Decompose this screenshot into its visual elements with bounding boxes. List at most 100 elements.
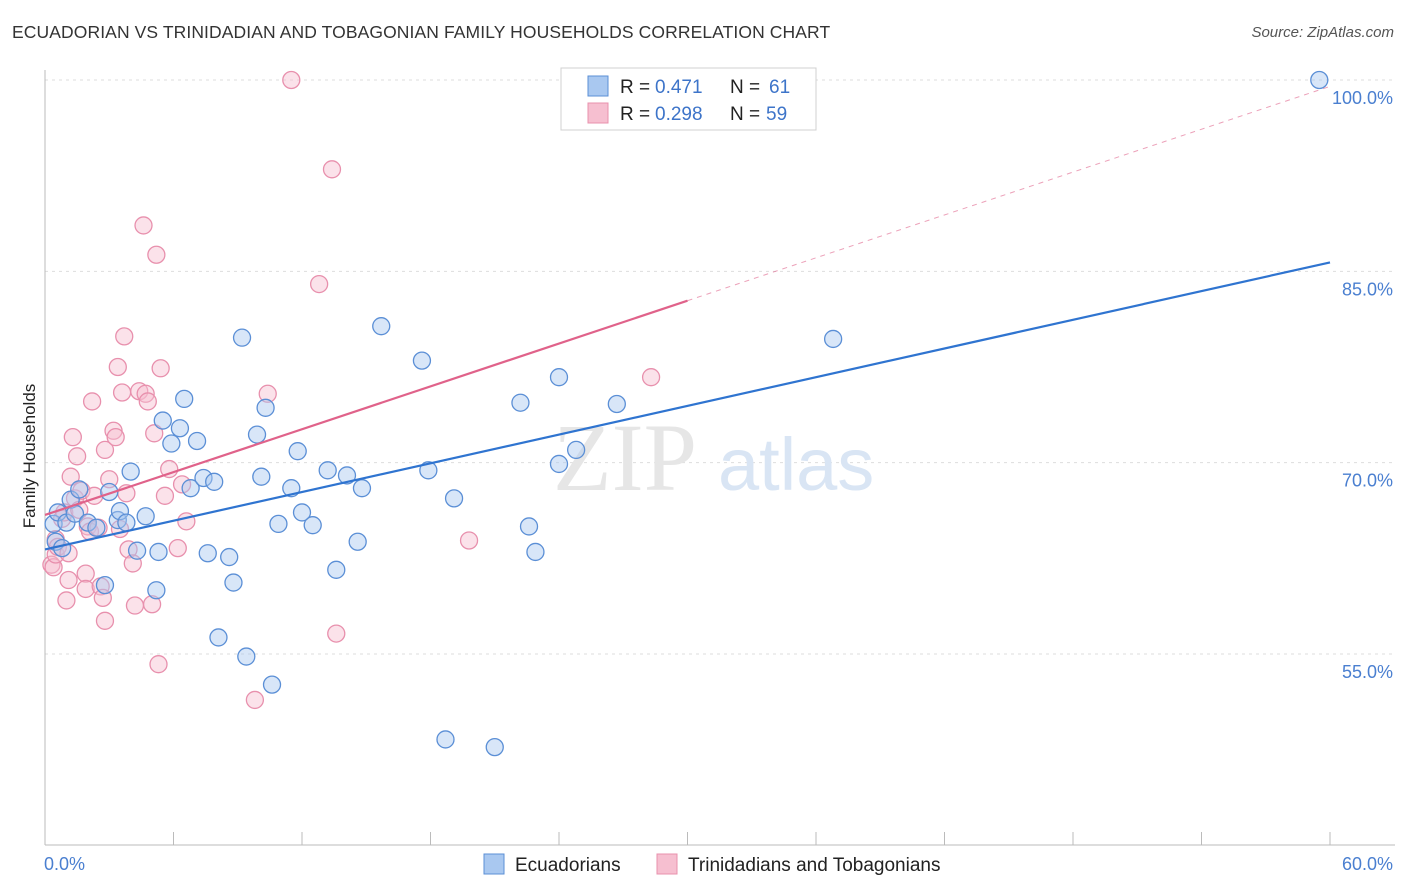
pink-point-48 [160,459,179,479]
blue-point-52 [444,489,464,508]
y-tick-labels: 55.0% 70.0% 85.0% 100.0% [1332,88,1393,682]
pink-point-26 [95,611,115,630]
pink-point-56 [322,160,342,179]
pink-point-50 [172,475,192,494]
blue-point-43 [318,461,337,480]
blue-point-3 [52,538,72,558]
chart-title: ECUADORIAN VS TRINIDADIAN AND TOBAGONIAN… [12,22,831,42]
blue-point-38 [269,514,288,534]
blue-point-36 [256,398,275,417]
trend-lines [44,85,1331,551]
pink-point-13 [67,447,87,466]
pink-point-58 [459,531,479,550]
blue-point-57 [549,368,569,387]
zipatlas-watermark: ZIP atlas [553,404,874,511]
blue-point-55 [519,517,539,536]
blue-point-53 [485,737,504,757]
blue-trend-line [44,261,1331,551]
blue-point-44 [327,560,346,579]
blue-point-41 [292,503,312,522]
blue-point-21 [162,434,181,453]
pink-point-47 [155,486,175,505]
blue-point-28 [205,472,224,491]
blue-point-54 [511,393,530,412]
blue-point-58 [549,454,569,474]
blue-point-33 [237,647,256,666]
bottom-legend-label-trinidadians: Trinidadians and Tobagonians [688,855,940,876]
blue-point-51 [436,730,455,749]
y-tick-label-2: 85.0% [1342,279,1393,299]
y-tick-label-3: 100.0% [1332,88,1393,108]
pink-point-45 [149,655,168,674]
pink-point-8 [59,570,78,590]
legend-r-label-pink: R = [620,104,650,125]
pink-point-55 [309,274,329,294]
pink-points [42,70,661,710]
pink-point-11 [63,428,82,447]
blue-point-56 [526,542,545,562]
bottom-legend-label-ecuadorians: Ecuadorians [515,855,621,876]
pink-trend-line [44,299,688,517]
blue-point-27 [198,544,217,563]
series-legend: Ecuadorians Trinidadians and Tobagonians [483,853,940,876]
legend-n-value-pink: 59 [766,104,787,125]
blue-point-62 [1310,70,1329,90]
blue-point-47 [352,479,372,498]
blue-point-13 [110,501,130,521]
blue-point-11 [100,482,119,502]
legend-swatch-blue [587,75,609,97]
blue-point-26 [194,468,213,488]
blue-point-8 [78,513,97,532]
legend-n-value-blue: 61 [769,77,790,98]
pink-point-25 [95,440,115,460]
blue-point-61 [823,329,843,349]
blue-point-18 [147,581,166,600]
x-tick-labels: 0.0% 60.0% [44,854,1393,874]
pink-point-16 [76,564,95,583]
pink-point-27 [100,470,119,489]
pink-point-33 [115,327,134,346]
blue-point-9 [87,518,106,537]
watermark-zip: ZIP [553,404,697,511]
blue-point-19 [149,542,168,562]
blue-point-48 [372,317,391,336]
pink-point-57 [327,624,346,643]
blue-point-23 [175,389,194,409]
pink-point-20 [82,392,102,411]
source-credit: Source: ZipAtlas.com [1251,24,1394,41]
pink-trend-extension [687,85,1331,302]
blue-point-22 [170,419,190,438]
blue-point-20 [153,411,172,430]
x-tick-label-max: 60.0% [1342,854,1393,874]
gridlines [45,79,1395,655]
pink-point-49 [168,538,187,558]
blue-point-10 [95,575,115,595]
pink-point-7 [57,591,76,610]
legend-r-label-blue: R = [620,77,650,98]
blue-point-15 [121,462,140,481]
blue-point-14 [117,513,136,532]
blue-point-29 [209,628,228,647]
legend-r-value-blue: 0.471 [655,77,703,98]
pink-point-46 [151,359,170,378]
blue-point-40 [288,442,307,461]
blue-point-7 [70,480,89,499]
blue-point-17 [136,507,155,526]
bottom-legend-swatch-pink [656,853,678,875]
pink-point-52 [245,690,265,710]
blue-point-25 [187,431,207,451]
x-tick-label-min: 0.0% [44,854,85,874]
blue-point-60 [607,394,626,414]
blue-point-31 [224,573,243,592]
watermark-atlas: atlas [718,423,874,506]
legend-swatch-pink [587,102,609,124]
blue-point-42 [303,516,322,535]
pink-point-10 [61,467,80,486]
blue-point-45 [337,466,357,485]
y-tick-label-0: 55.0% [1342,662,1393,682]
pink-point-54 [282,70,301,90]
pink-point-32 [112,383,132,402]
pink-point-42 [142,595,162,614]
y-tick-label-1: 70.0% [1342,471,1393,491]
